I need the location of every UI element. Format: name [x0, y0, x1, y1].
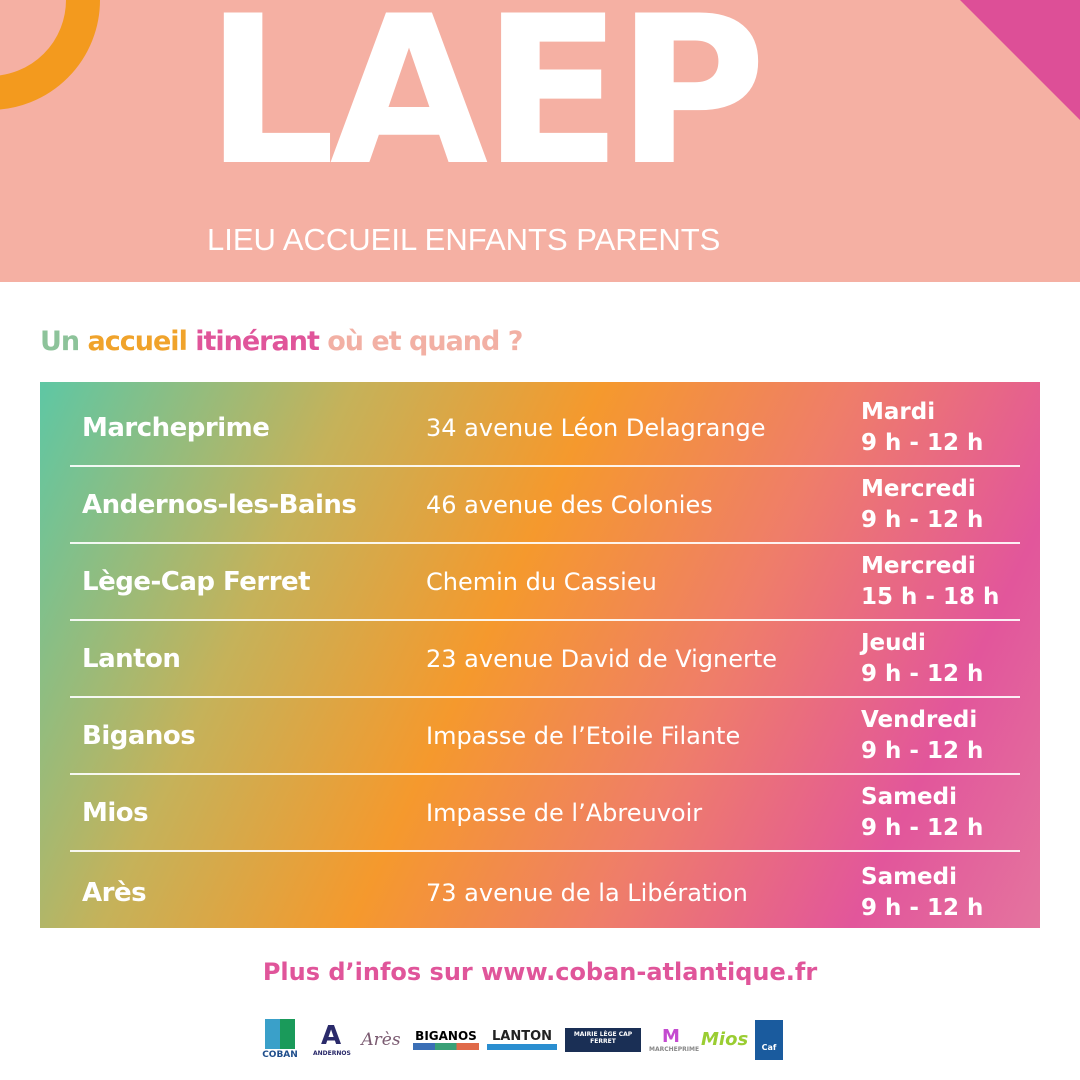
heading-part: itinérant — [195, 326, 328, 357]
partner-logo: A ANDERNOS — [313, 1021, 351, 1057]
schedule: Mercredi 9 h - 12 h — [861, 474, 983, 536]
address: 23 avenue David de Vignerte — [426, 644, 778, 673]
orange-ring-decoration — [0, 0, 100, 110]
heading-part: Un — [40, 326, 88, 357]
schedule: Mercredi 15 h - 18 h — [861, 551, 999, 613]
header-banner: LAEP LIEU ACCUEIL ENFANTS PARENTS — [0, 0, 1080, 282]
address: Impasse de l’Abreuvoir — [426, 798, 703, 827]
laep-logo: LAEP — [205, 0, 767, 211]
day: Samedi — [861, 863, 957, 890]
partner-logo: Caf — [755, 1020, 783, 1060]
table-row: Arès 73 avenue de la Libération Samedi 9 … — [70, 854, 1020, 931]
city-name: Arès — [82, 877, 147, 908]
day: Mercredi — [861, 475, 976, 502]
table-row: Lanton 23 avenue David de Vignerte Jeudi… — [70, 621, 1020, 698]
city-name: Lège-Cap Ferret — [82, 566, 311, 597]
hours: 9 h - 12 h — [861, 814, 984, 841]
address: 34 avenue Léon Delagrange — [426, 413, 766, 442]
schedule: Samedi 9 h - 12 h — [861, 782, 983, 844]
schedule: Jeudi 9 h - 12 h — [861, 628, 983, 690]
address: 73 avenue de la Libération — [426, 878, 748, 907]
day: Mercredi — [861, 552, 976, 579]
day: Mardi — [861, 398, 936, 425]
hours: 9 h - 12 h — [861, 660, 984, 687]
partner-logo: M MARCHEPRIME — [649, 1025, 700, 1053]
day: Vendredi — [861, 706, 978, 733]
hours: 9 h - 12 h — [861, 429, 984, 456]
day: Samedi — [861, 783, 957, 810]
pink-triangle-decoration — [960, 0, 1080, 120]
schedule: Samedi 9 h - 12 h — [861, 862, 983, 924]
city-name: Lanton — [82, 643, 181, 674]
partner-logos: COBAN A ANDERNOS Arès BIGANOS LANTON MAIR… — [255, 1010, 815, 1070]
schedule: Mardi 9 h - 12 h — [861, 397, 983, 459]
city-name: Biganos — [82, 720, 196, 751]
schedule-table: Marcheprime 34 avenue Léon Delagrange Ma… — [40, 382, 1040, 928]
hours: 9 h - 12 h — [861, 894, 984, 921]
schedule: Vendredi 9 h - 12 h — [861, 705, 983, 767]
hours: 9 h - 12 h — [861, 737, 984, 764]
table-row: Marcheprime 34 avenue Léon Delagrange Ma… — [70, 390, 1020, 467]
heading-part: où et quand ? — [327, 326, 523, 357]
heading-part: accueil — [87, 326, 196, 357]
partner-logo: Arès — [361, 1029, 401, 1050]
address: Chemin du Cassieu — [426, 567, 657, 596]
address: 46 avenue des Colonies — [426, 490, 713, 519]
subtitle: LIEU ACCUEIL ENFANTS PARENTS — [207, 222, 721, 257]
section-heading: Un accueil itinérant où et quand ? — [40, 326, 523, 357]
day: Jeudi — [861, 629, 926, 656]
partner-logo: MAIRIE LÈGE CAP FERRET — [565, 1028, 641, 1052]
partner-logo: BIGANOS — [413, 1029, 479, 1051]
city-name: Mios — [82, 797, 149, 828]
city-name: Andernos-les-Bains — [82, 489, 357, 520]
partner-logo: Mios — [701, 1029, 749, 1051]
hours: 15 h - 18 h — [861, 583, 1000, 610]
table-row: Biganos Impasse de l’Etoile Filante Vend… — [70, 698, 1020, 775]
hours: 9 h - 12 h — [861, 506, 984, 533]
table-row: Andernos-les-Bains 46 avenue des Colonie… — [70, 467, 1020, 544]
more-info-link[interactable]: Plus d’infos sur www.coban-atlantique.fr — [262, 958, 818, 986]
partner-logo: LANTON — [487, 1029, 557, 1051]
city-name: Marcheprime — [82, 412, 270, 443]
table-row: Mios Impasse de l’Abreuvoir Samedi 9 h - … — [70, 775, 1020, 852]
address: Impasse de l’Etoile Filante — [426, 721, 741, 750]
table-row: Lège-Cap Ferret Chemin du Cassieu Mercre… — [70, 544, 1020, 621]
partner-logo: COBAN — [255, 1019, 305, 1061]
